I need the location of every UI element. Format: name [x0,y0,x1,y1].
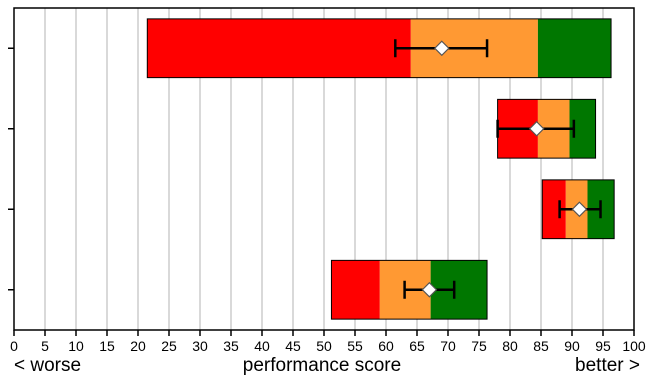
axis-ticks: 0 5 10 15 20 25 30 35 40 45 50 55 60 65 70 75 80 85 90 95 10… [8,47,646,354]
x-tick-label-75: 75 [471,338,487,354]
x-tick-label-60: 60 [378,338,394,354]
bar-row4-bad [331,260,380,320]
x-tick-label-85: 85 [533,338,549,354]
x-tick-label-55: 55 [347,338,363,354]
x-tick-label-95: 95 [595,338,611,354]
error-bars [394,39,602,299]
bar-outline-row3 [541,179,615,240]
mean-marker-row1 [433,40,450,57]
x-axis-title: performance score [243,355,401,376]
x-tick-label-45: 45 [285,338,301,354]
bars [146,18,615,320]
bar-outline-row4 [330,259,488,320]
x-label-worse: < worse [14,355,81,376]
mean-marker-row2 [528,120,545,137]
x-tick-label-25: 25 [161,338,177,354]
x-tick-label-70: 70 [440,338,456,354]
bar-row3-bad [542,179,566,239]
x-tick-label-15: 15 [99,338,115,354]
x-tick-label-40: 40 [254,338,270,354]
x-tick-label-90: 90 [564,338,580,354]
bar-row1-bad [147,18,411,78]
x-tick-label-0: 0 [10,338,18,354]
x-tick-label-65: 65 [409,338,425,354]
bar-outline-row1 [146,18,612,79]
mean-marker-row3 [571,201,588,218]
x-tick-label-10: 10 [68,338,84,354]
x-tick-label-35: 35 [223,338,239,354]
x-tick-label-20: 20 [130,338,146,354]
bar-row1-good [537,18,612,78]
x-tick-label-100: 100 [622,338,646,354]
mean-marker-row4 [421,281,438,298]
x-tick-label-80: 80 [502,338,518,354]
x-tick-label-30: 30 [192,338,208,354]
x-tick-label-5: 5 [41,338,49,354]
x-label-better: better > [575,355,640,376]
x-tick-label-50: 50 [316,338,332,354]
